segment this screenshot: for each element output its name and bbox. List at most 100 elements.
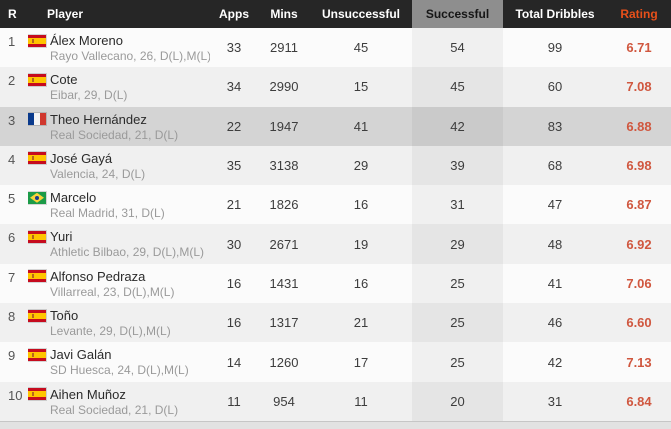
player-name-link[interactable]: Javi Galán [50, 347, 112, 363]
rank-cell: 7 [8, 269, 16, 285]
player-cell: Álex Moreno Rayo Vallecano, 26, D(L),M(L) [28, 28, 210, 67]
player-name-link[interactable]: Cote [50, 72, 78, 88]
player-cell: José Gayá Valencia, 24, D(L) [28, 146, 210, 185]
unsuccessful-cell: 45 [353, 40, 369, 56]
player-meta: Real Sociedad, 21, D(L) [50, 402, 179, 417]
brazil-flag-icon [28, 191, 46, 204]
successful-cell: 31 [412, 185, 503, 225]
header-successful-sorted[interactable]: Successful [412, 0, 503, 28]
total-dribbles-cell: 68 [547, 158, 563, 174]
player-name-link[interactable]: Aihen Muñoz [50, 386, 126, 402]
successful-cell: 54 [412, 28, 503, 68]
unsuccessful-cell: 15 [353, 79, 369, 95]
unsuccessful-cell: 11 [354, 393, 368, 409]
player-name-link[interactable]: Marcelo [50, 190, 97, 206]
table-row[interactable]: 3 Theo Hernández Real Sociedad, 21, D(L) 22… [0, 106, 671, 146]
player-meta: Rayo Vallecano, 26, D(L),M(L) [50, 49, 210, 63]
rating-cell: 6.60 [626, 315, 652, 331]
rank-cell: 8 [8, 309, 16, 325]
player-meta: Valencia, 24, D(L) [50, 166, 146, 181]
player-meta: Villarreal, 23, D(L),M(L) [50, 284, 175, 299]
header-unsuccessful[interactable]: Unsuccessful [321, 7, 401, 21]
rank-cell: 4 [8, 151, 16, 167]
total-dribbles-cell: 60 [547, 79, 563, 95]
table-row[interactable]: 9 Javi Galán SD Huesca, 24, D(L),M(L) 14 126… [0, 342, 671, 382]
rank-cell: 3 [8, 112, 16, 128]
bottom-divider [0, 420, 671, 429]
player-meta: Real Sociedad, 21, D(L) [50, 127, 179, 142]
header-total-dribbles[interactable]: Total Dribbles [515, 7, 595, 21]
rank-cell: 6 [8, 230, 16, 246]
table-row[interactable]: 2 Cote Eibar, 29, D(L) 34 2990 15 45 60 7.08 [0, 67, 671, 107]
mins-cell: 2990 [269, 79, 299, 95]
mins-cell: 3138 [269, 158, 299, 174]
rating-cell: 6.88 [626, 118, 652, 134]
mins-cell: 954 [273, 393, 295, 409]
rating-cell: 7.08 [626, 79, 652, 95]
mins-cell: 1947 [269, 118, 299, 134]
successful-cell: 20 [412, 381, 503, 421]
rating-cell: 6.92 [626, 236, 652, 252]
mins-cell: 1317 [269, 315, 299, 331]
spain-flag-icon [28, 348, 46, 361]
mins-cell: 1826 [269, 197, 299, 213]
header-mins[interactable]: Mins [270, 7, 298, 21]
player-name-link[interactable]: Toño [50, 308, 79, 324]
apps-cell: 30 [226, 236, 242, 252]
apps-cell: 22 [226, 118, 242, 134]
successful-cell: 25 [412, 263, 503, 304]
player-cell: Cote Eibar, 29, D(L) [28, 67, 210, 106]
table-row[interactable]: 1 Álex Moreno Rayo Vallecano, 26, D(L),M(L… [0, 28, 671, 68]
apps-cell: 34 [226, 79, 242, 95]
player-name-link[interactable]: Yuri [50, 229, 73, 245]
spain-flag-icon [28, 152, 46, 165]
player-cell: Alfonso Pedraza Villarreal, 23, D(L),M(L) [28, 264, 210, 303]
rating-cell: 7.13 [626, 354, 652, 370]
rating-cell: 6.84 [626, 393, 652, 409]
table-row[interactable]: 8 Toño Levante, 29, D(L),M(L) 16 1317 21 25 46 6… [0, 303, 671, 343]
unsuccessful-cell: 21 [353, 315, 369, 331]
total-dribbles-cell: 47 [547, 197, 563, 213]
total-dribbles-cell: 46 [547, 315, 563, 331]
successful-cell: 25 [412, 342, 503, 382]
unsuccessful-cell: 41 [353, 118, 369, 134]
table-row[interactable]: 6 Yuri Athletic Bilbao, 29, D(L),M(L) 30 267… [0, 224, 671, 264]
header-player[interactable]: Player [47, 7, 84, 21]
table-row[interactable]: 4 José Gayá Valencia, 24, D(L) 35 3138 29 39 68… [0, 145, 671, 186]
spain-flag-icon [28, 230, 46, 243]
spain-flag-icon [28, 270, 46, 283]
header-rating[interactable]: Rating [620, 7, 658, 21]
total-dribbles-cell: 83 [547, 118, 563, 134]
successful-cell: 29 [412, 224, 503, 264]
player-cell: Yuri Athletic Bilbao, 29, D(L),M(L) [28, 224, 210, 263]
spain-flag-icon [28, 34, 46, 47]
player-cell: Theo Hernández Real Sociedad, 21, D(L) [28, 107, 210, 146]
player-name-link[interactable]: Álex Moreno [50, 33, 123, 48]
apps-cell: 14 [226, 354, 242, 370]
total-dribbles-cell: 41 [547, 275, 563, 291]
player-name-link[interactable]: Theo Hernández [50, 111, 147, 127]
header-apps[interactable]: Apps [219, 7, 249, 21]
table-row[interactable]: 7 Alfonso Pedraza Villarreal, 23, D(L),M(L… [0, 263, 671, 304]
player-cell: Toño Levante, 29, D(L),M(L) [28, 303, 210, 342]
table-row[interactable]: 5 Marcelo Real Madrid, 31, D(L) 21 1826 16 31 4… [0, 185, 671, 225]
apps-cell: 33 [226, 40, 242, 56]
unsuccessful-cell: 19 [353, 236, 369, 252]
spain-flag-icon [28, 388, 46, 401]
player-name-link[interactable]: Alfonso Pedraza [50, 268, 146, 284]
total-dribbles-cell: 31 [547, 393, 563, 409]
unsuccessful-cell: 16 [353, 275, 369, 291]
successful-cell: 45 [412, 67, 503, 107]
header-rank[interactable]: R [8, 7, 17, 21]
table-row[interactable]: 10 Aihen Muñoz Real Sociedad, 21, D(L) 11 95… [0, 381, 671, 421]
rank-cell: 5 [8, 191, 16, 207]
successful-cell: 39 [412, 145, 503, 186]
mins-cell: 2671 [269, 236, 299, 252]
spain-flag-icon [28, 309, 46, 322]
mins-cell: 1260 [269, 354, 299, 370]
player-cell: Aihen Muñoz Real Sociedad, 21, D(L) [28, 382, 210, 421]
apps-cell: 21 [226, 197, 242, 213]
player-name-link[interactable]: José Gayá [50, 150, 113, 166]
player-meta: Real Madrid, 31, D(L) [50, 206, 165, 221]
